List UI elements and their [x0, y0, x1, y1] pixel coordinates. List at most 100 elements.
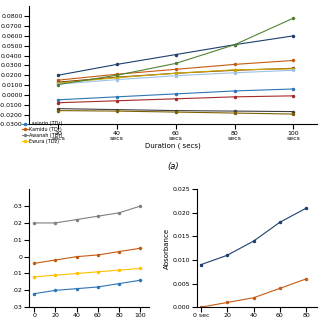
- TDR1401593: [233, 43, 236, 47]
- TDR1401419: [115, 62, 119, 66]
- Lasiorin (TDr): [75, 287, 78, 291]
- Y-axis label: Absorbance: Absorbance: [164, 228, 170, 269]
- Lasiorin (TDr): [53, 288, 57, 292]
- TDA1100316: [292, 94, 295, 98]
- D. rotundata: [225, 253, 229, 257]
- Ewura (TDz): [75, 272, 78, 276]
- TDA1100316: [56, 101, 60, 105]
- Awanah (TDr): [96, 214, 100, 218]
- Lasiorin (TDr): [96, 285, 100, 289]
- Kamidu (TDr): [75, 255, 78, 259]
- Line: TDR1400359: TDR1400359: [57, 67, 294, 83]
- TDR100048: [115, 78, 119, 82]
- TDR1400359: [56, 80, 60, 84]
- TDA1100432: [115, 109, 119, 113]
- Lasiorin (TDr): [32, 292, 36, 296]
- TDA1100201: [292, 110, 295, 114]
- Kamidu (TDr): [117, 250, 121, 253]
- Line: Awanah (TDr): Awanah (TDr): [33, 205, 141, 224]
- TDR1401593: [115, 73, 119, 77]
- D. rotundata: [199, 263, 203, 267]
- TDR1400359: [174, 71, 178, 75]
- Ewura (TDz): [138, 267, 142, 270]
- TDR1100180: [56, 78, 60, 82]
- TDR IGN 21: [233, 89, 236, 93]
- Awanah (TDr): [138, 204, 142, 208]
- D. alata: [278, 286, 282, 290]
- TDR IGN 21: [174, 92, 178, 96]
- TDR100048: [56, 82, 60, 86]
- TDR100048: [174, 74, 178, 78]
- D. alata: [199, 305, 203, 309]
- Line: TDA1100432: TDA1100432: [57, 109, 294, 115]
- TDA1100201: [233, 109, 236, 113]
- Line: TDA1100316: TDA1100316: [57, 95, 294, 104]
- TDR1401419: [56, 73, 60, 77]
- TDR1100180: [115, 72, 119, 76]
- Kamidu (TDr): [96, 253, 100, 257]
- TDA1100432: [174, 110, 178, 114]
- TDR0900067: [292, 67, 295, 71]
- TDR1401419: [174, 53, 178, 57]
- Line: TDR100048: TDR100048: [57, 69, 294, 85]
- Ewura (TDz): [53, 273, 57, 277]
- TDR1401419: [233, 43, 236, 47]
- TDR100048: [292, 68, 295, 72]
- TDR1401593: [292, 16, 295, 20]
- Line: D. rotundata: D. rotundata: [200, 207, 307, 266]
- Lasiorin (TDr): [138, 278, 142, 282]
- TDR IGN 21: [292, 87, 295, 91]
- Line: Ewura (TDz): Ewura (TDz): [33, 268, 141, 278]
- Awanah (TDr): [75, 218, 78, 221]
- TDR1401593: [174, 61, 178, 65]
- TDA1100201: [56, 107, 60, 110]
- Awanah (TDr): [53, 221, 57, 225]
- D. rotundata: [278, 220, 282, 224]
- TDR0900067: [56, 81, 60, 85]
- TDA1100432: [292, 112, 295, 116]
- Kamidu (TDr): [53, 258, 57, 262]
- D. alata: [304, 277, 308, 281]
- D. alata: [225, 300, 229, 304]
- D. rotundata: [304, 206, 308, 210]
- TDR100048: [233, 71, 236, 75]
- TDR1401419: [292, 34, 295, 38]
- Line: TDA1100201: TDA1100201: [57, 108, 294, 113]
- TDR0900067: [115, 76, 119, 80]
- Line: TDR1401593: TDR1401593: [57, 17, 294, 85]
- Ewura (TDz): [32, 275, 36, 279]
- Text: (a): (a): [167, 162, 179, 171]
- TDR1400359: [115, 75, 119, 79]
- TDA1100316: [174, 97, 178, 101]
- TDR0900067: [174, 71, 178, 75]
- D. alata: [252, 296, 255, 300]
- Kamidu (TDr): [138, 246, 142, 250]
- TDA1100316: [115, 99, 119, 103]
- TDR1400359: [233, 68, 236, 72]
- Ewura (TDz): [117, 268, 121, 272]
- Line: Lasiorin (TDr): Lasiorin (TDr): [33, 279, 141, 295]
- TDR0900067: [233, 68, 236, 72]
- D. rotundata: [252, 239, 255, 243]
- Lasiorin (TDr): [117, 282, 121, 285]
- Line: Kamidu (TDr): Kamidu (TDr): [33, 247, 141, 264]
- TDR1400359: [292, 67, 295, 70]
- Line: D. alata: D. alata: [200, 278, 307, 308]
- Line: TDR1401419: TDR1401419: [57, 35, 294, 76]
- TDR1100180: [292, 59, 295, 62]
- TDA1100201: [115, 108, 119, 112]
- Line: TDR0900067: TDR0900067: [57, 68, 294, 84]
- Ewura (TDz): [96, 270, 100, 274]
- TDR1100180: [174, 68, 178, 71]
- Line: TDR IGN 21: TDR IGN 21: [57, 88, 294, 101]
- TDR IGN 21: [115, 95, 119, 99]
- Awanah (TDr): [32, 221, 36, 225]
- TDA1100201: [174, 109, 178, 113]
- TDR1401593: [56, 83, 60, 86]
- X-axis label: Duration ( secs): Duration ( secs): [145, 143, 201, 149]
- TDA1100432: [233, 111, 236, 115]
- Kamidu (TDr): [32, 261, 36, 265]
- TDA1100432: [56, 109, 60, 113]
- TDA1100316: [233, 95, 236, 99]
- TDR IGN 21: [56, 98, 60, 102]
